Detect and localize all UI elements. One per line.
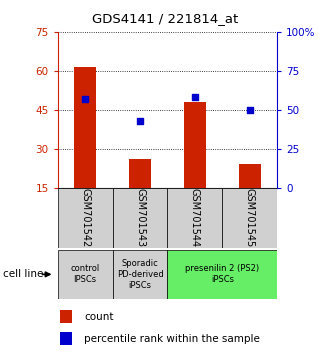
Text: GSM701543: GSM701543 <box>135 188 145 247</box>
Bar <box>74 67 96 188</box>
Bar <box>113 250 168 299</box>
Point <box>82 96 88 102</box>
Bar <box>58 250 113 299</box>
Bar <box>129 159 151 188</box>
Text: GDS4141 / 221814_at: GDS4141 / 221814_at <box>92 12 238 25</box>
Text: count: count <box>84 312 114 322</box>
Bar <box>222 188 277 248</box>
Bar <box>60 310 72 323</box>
Bar <box>239 164 261 188</box>
Bar <box>58 188 113 248</box>
Text: percentile rank within the sample: percentile rank within the sample <box>84 335 260 344</box>
Text: Sporadic
PD-derived
iPSCs: Sporadic PD-derived iPSCs <box>117 259 163 290</box>
Text: GSM701544: GSM701544 <box>190 188 200 247</box>
Bar <box>168 188 222 248</box>
Text: cell line: cell line <box>3 269 44 279</box>
Text: control
IPSCs: control IPSCs <box>71 264 100 284</box>
Bar <box>113 188 168 248</box>
Bar <box>168 250 277 299</box>
Text: presenilin 2 (PS2)
iPSCs: presenilin 2 (PS2) iPSCs <box>185 264 259 284</box>
Point <box>137 118 143 124</box>
Text: GSM701545: GSM701545 <box>245 188 255 247</box>
Bar <box>184 102 206 188</box>
Text: GSM701542: GSM701542 <box>80 188 90 247</box>
Bar <box>60 332 72 345</box>
Point <box>247 107 252 113</box>
Point <box>192 95 198 100</box>
